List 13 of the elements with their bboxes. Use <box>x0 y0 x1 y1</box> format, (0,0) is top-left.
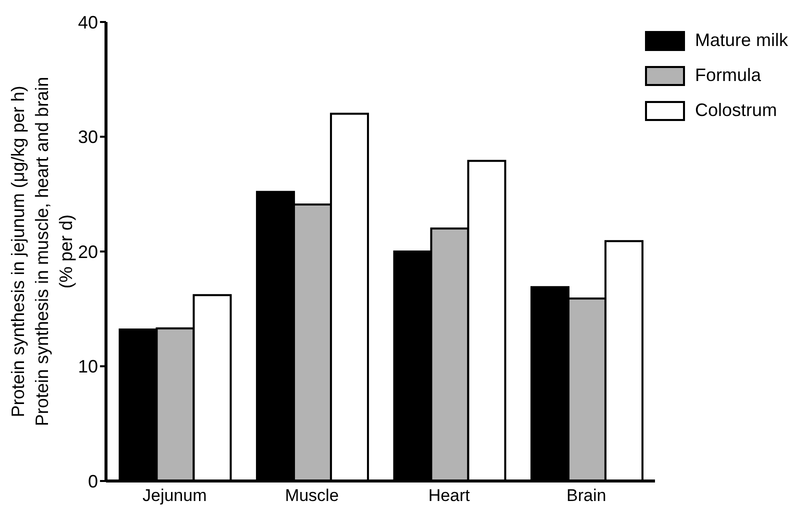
legend-label: Formula <box>694 65 761 86</box>
y-tick-label: 20 <box>78 242 98 262</box>
legend-label: Colostrum <box>694 100 778 121</box>
y-axis-title: Protein synthesis in jejunum (μg/kg per h) Protein synthesis in muscle, heart and brain (% per d) <box>8 76 76 426</box>
x-tick-label: Heart <box>428 486 470 506</box>
y-tick-label: 10 <box>78 356 98 377</box>
x-tick-label: Brain <box>566 486 606 506</box>
legend-label: Mature milk <box>694 30 788 51</box>
y-tick-label: 0 <box>88 471 98 492</box>
x-tick-label: Muscle <box>284 486 339 506</box>
x-tick-label: Jejunum <box>142 486 207 506</box>
y-tick-label: 30 <box>78 127 98 148</box>
y-tick-label: 40 <box>78 12 98 32</box>
